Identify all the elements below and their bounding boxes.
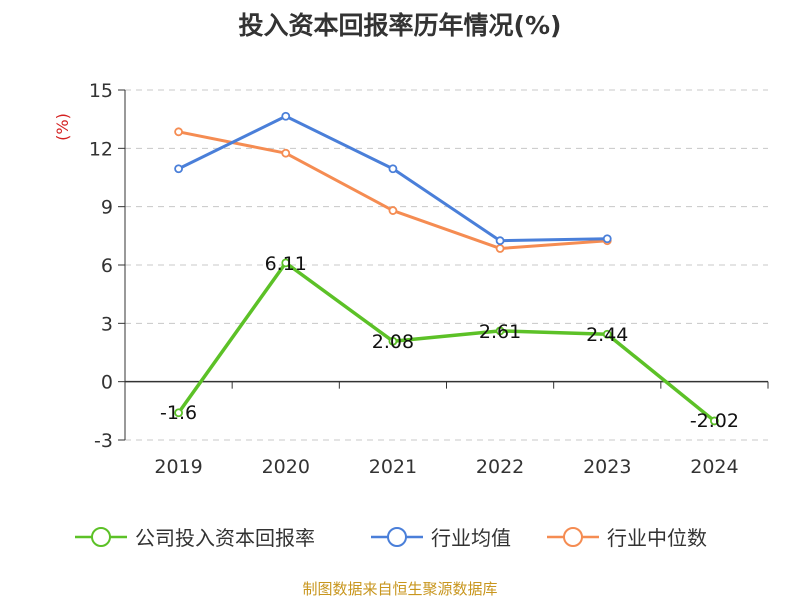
series-line-2 <box>178 130 608 250</box>
series-line-0 <box>177 261 716 423</box>
legend-swatch-marker-0 <box>91 527 111 547</box>
data-label: 2.61 <box>479 321 521 343</box>
data-point <box>281 111 291 121</box>
legend-swatch-marker-1 <box>387 527 407 547</box>
data-label: 2.44 <box>586 324 628 346</box>
legend-swatch-marker-2 <box>563 527 583 547</box>
data-label: -2.02 <box>690 410 739 432</box>
data-point <box>495 326 505 336</box>
y-tick-label: 0 <box>101 372 113 394</box>
x-tick-label: 2019 <box>154 456 202 478</box>
data-point <box>174 127 183 137</box>
data-point <box>174 164 183 174</box>
legend-label: 行业均值 <box>431 526 511 550</box>
data-point <box>388 206 398 215</box>
data-point <box>388 164 398 174</box>
data-point <box>388 336 398 346</box>
y-tick-label: 6 <box>101 255 113 277</box>
legend-label: 行业中位数 <box>607 526 707 550</box>
x-tick-label: 2020 <box>262 456 310 478</box>
series-line-1 <box>177 114 608 243</box>
axes: (%) -3 0 3 6 9 12 15 2019 2020 2021 2022 2023 2024 <box>53 80 769 478</box>
data-point <box>174 408 183 418</box>
data-point <box>710 416 719 426</box>
chart-title: 投入资本回报率历年情况(%) <box>238 11 562 40</box>
x-tick-label: 2022 <box>476 456 524 478</box>
data-point <box>495 236 505 246</box>
y-axis-label: (%) <box>53 113 72 141</box>
x-tick-label: 2021 <box>369 456 417 478</box>
legend-label: 公司投入资本回报率 <box>135 526 315 550</box>
data-point <box>495 244 505 253</box>
data-point <box>281 258 291 268</box>
data-label: 6.11 <box>265 253 307 275</box>
data-label: 2.08 <box>372 331 414 353</box>
y-tick-label: 3 <box>101 313 113 335</box>
y-tick-label: -3 <box>94 430 113 452</box>
legend: 公司投入资本回报率 行业均值 行业中位数 <box>75 526 707 550</box>
y-tick-label: 15 <box>89 80 113 102</box>
gridlines <box>125 89 768 441</box>
series-lines <box>174 111 719 426</box>
data-point <box>602 329 612 339</box>
data-labels: -1.6 6.11 2.08 2.61 2.44 -2.02 <box>160 253 739 432</box>
x-tick-label: 2023 <box>583 456 631 478</box>
y-tick-label: 12 <box>89 138 113 160</box>
data-point <box>602 234 612 244</box>
y-tick-label: 9 <box>101 197 113 219</box>
data-label: -1.6 <box>160 402 197 424</box>
data-point <box>281 148 291 158</box>
x-tick-label: 2024 <box>690 456 738 478</box>
source-note: 制图数据来自恒生聚源数据库 <box>302 580 498 598</box>
